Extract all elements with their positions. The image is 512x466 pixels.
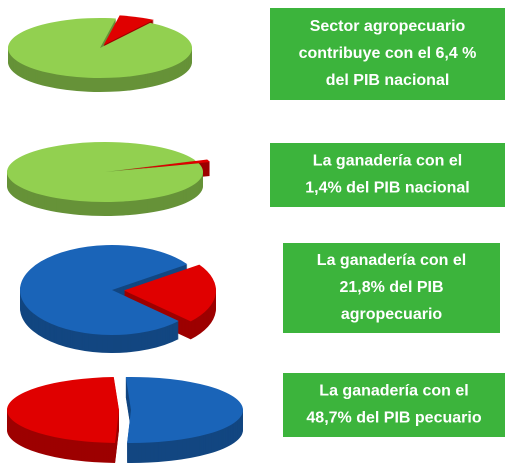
caption-box <box>270 8 505 100</box>
pie-slice <box>7 18 192 79</box>
caption-line: La ganadería con el <box>313 153 462 170</box>
pie-slice <box>6 142 203 202</box>
caption-line: 1,4% del PIB nacional <box>305 180 470 197</box>
caption-line: La ganadería con el <box>317 252 466 269</box>
caption-box <box>283 243 500 333</box>
caption-line: 21,8% del PIB <box>339 279 443 296</box>
caption-line: La ganadería con el <box>319 383 468 400</box>
caption-line: agropecuario <box>341 306 443 323</box>
pie-slice <box>116 159 211 171</box>
caption-line: contribuye con el 6,4 % <box>299 45 477 62</box>
pie-slice <box>123 264 216 322</box>
pie-slice <box>125 376 243 443</box>
caption-line: Sector agropecuario <box>310 18 466 35</box>
caption-box <box>283 373 505 437</box>
caption-line: del PIB nacional <box>326 72 450 89</box>
pie-slice <box>103 15 154 45</box>
caption-box <box>270 143 505 207</box>
caption-line: 48,7% del PIB pecuario <box>306 410 481 427</box>
pie-slice <box>20 245 188 336</box>
pie-slice <box>7 377 120 443</box>
